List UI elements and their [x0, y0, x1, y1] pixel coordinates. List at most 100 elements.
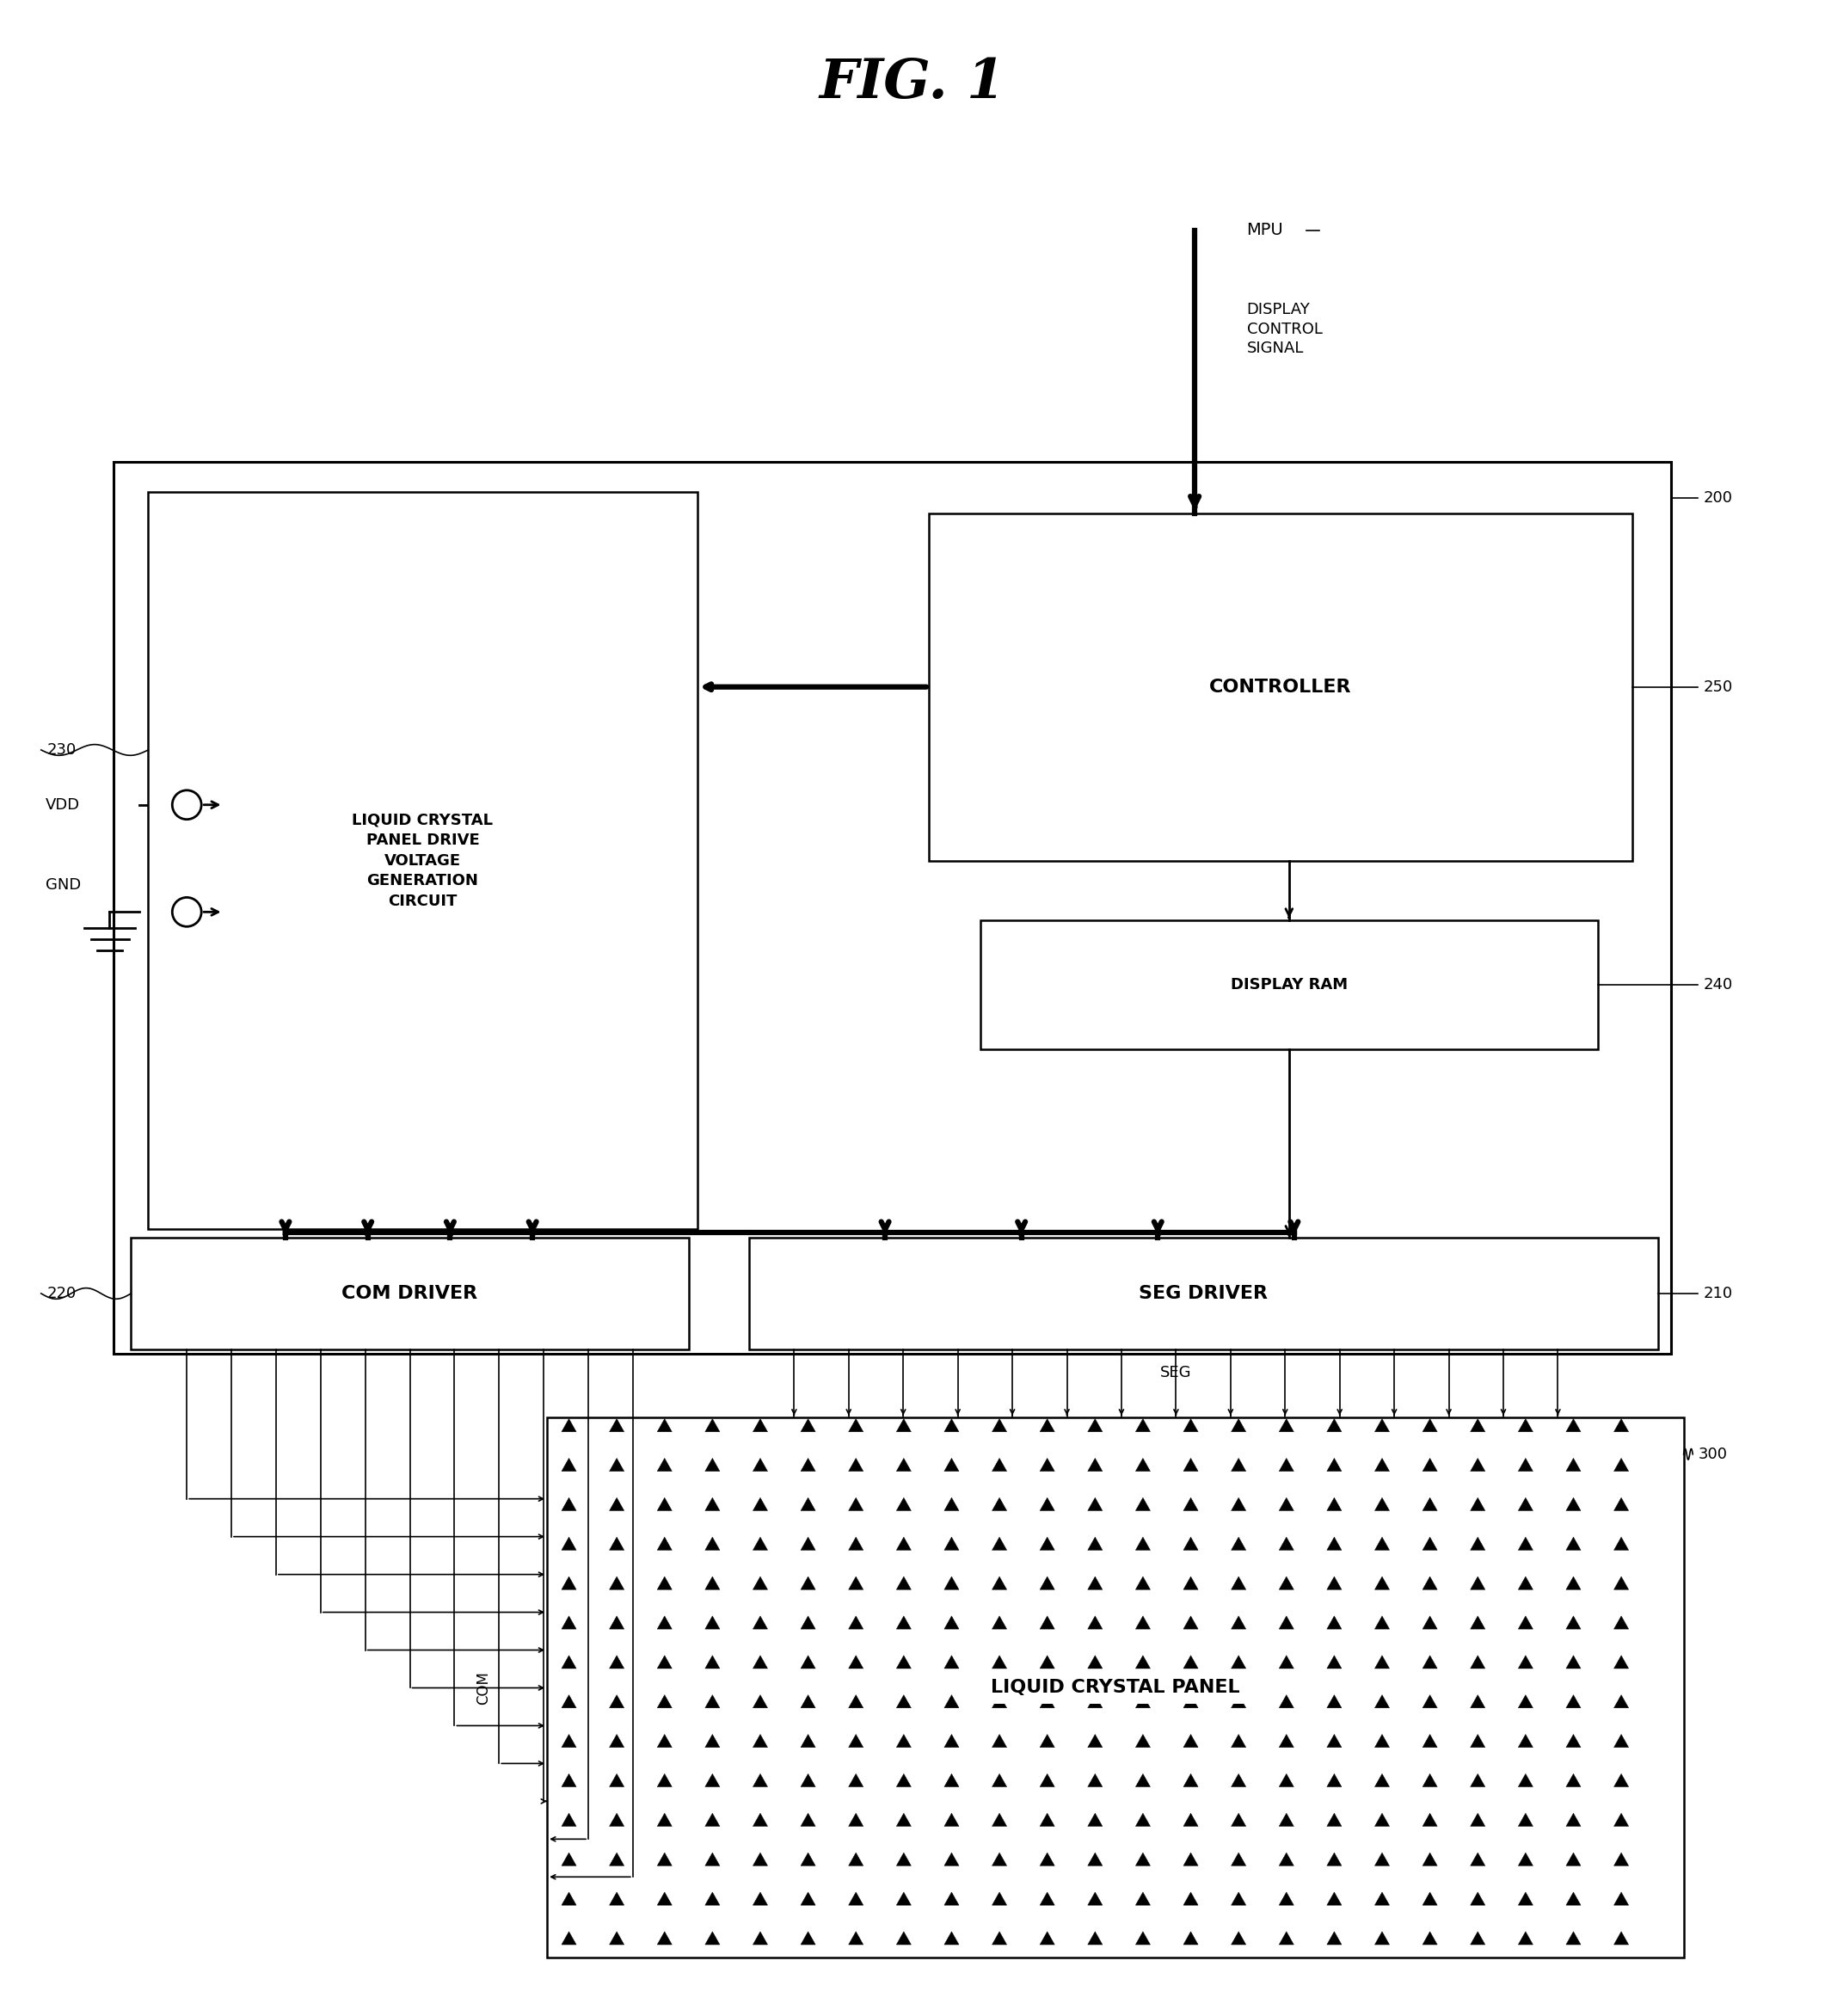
Polygon shape [610, 1577, 624, 1589]
Bar [748, 1238, 1657, 1349]
Polygon shape [754, 1655, 768, 1669]
Polygon shape [1040, 1419, 1055, 1431]
Polygon shape [1566, 1655, 1580, 1669]
Polygon shape [1566, 1617, 1580, 1629]
Polygon shape [1613, 1536, 1628, 1550]
Polygon shape [1135, 1931, 1150, 1945]
Polygon shape [1135, 1812, 1150, 1826]
Polygon shape [1566, 1577, 1580, 1589]
Polygon shape [1232, 1812, 1246, 1826]
Polygon shape [801, 1853, 816, 1865]
Polygon shape [1374, 1812, 1389, 1826]
Polygon shape [801, 1617, 816, 1629]
Polygon shape [1471, 1812, 1486, 1826]
Polygon shape [562, 1458, 577, 1472]
Polygon shape [801, 1812, 816, 1826]
Polygon shape [1422, 1577, 1438, 1589]
Polygon shape [993, 1812, 1007, 1826]
Polygon shape [849, 1498, 863, 1510]
Polygon shape [1088, 1655, 1102, 1669]
Polygon shape [896, 1893, 911, 1905]
Polygon shape [754, 1774, 768, 1786]
Polygon shape [1613, 1419, 1628, 1431]
Polygon shape [1040, 1498, 1055, 1510]
Polygon shape [1374, 1893, 1389, 1905]
Polygon shape [1518, 1458, 1533, 1472]
Polygon shape [1327, 1577, 1341, 1589]
Polygon shape [1566, 1536, 1580, 1550]
Polygon shape [1135, 1536, 1150, 1550]
Text: 230: 230 [47, 742, 77, 758]
Polygon shape [657, 1577, 672, 1589]
Polygon shape [1232, 1498, 1246, 1510]
Polygon shape [657, 1812, 672, 1826]
Polygon shape [1135, 1695, 1150, 1708]
Text: 210: 210 [1703, 1286, 1734, 1300]
Polygon shape [610, 1536, 624, 1550]
Polygon shape [896, 1458, 911, 1472]
Polygon shape [1183, 1853, 1199, 1865]
Polygon shape [1040, 1734, 1055, 1748]
Polygon shape [1135, 1774, 1150, 1786]
Bar [113, 462, 1670, 1353]
Polygon shape [1279, 1893, 1294, 1905]
Polygon shape [657, 1774, 672, 1786]
Polygon shape [1471, 1617, 1486, 1629]
Polygon shape [1613, 1931, 1628, 1945]
Text: DISPLAY RAM: DISPLAY RAM [1230, 978, 1347, 992]
Polygon shape [1422, 1893, 1438, 1905]
Polygon shape [754, 1458, 768, 1472]
Polygon shape [1327, 1458, 1341, 1472]
Polygon shape [993, 1577, 1007, 1589]
Polygon shape [1374, 1536, 1389, 1550]
Polygon shape [1518, 1617, 1533, 1629]
Polygon shape [1374, 1419, 1389, 1431]
Polygon shape [1422, 1458, 1438, 1472]
Polygon shape [993, 1536, 1007, 1550]
Polygon shape [993, 1458, 1007, 1472]
Polygon shape [1279, 1853, 1294, 1865]
Polygon shape [1518, 1577, 1533, 1589]
Polygon shape [1518, 1931, 1533, 1945]
Polygon shape [1040, 1617, 1055, 1629]
Polygon shape [562, 1577, 577, 1589]
Polygon shape [1040, 1695, 1055, 1708]
Polygon shape [849, 1655, 863, 1669]
Polygon shape [610, 1774, 624, 1786]
Polygon shape [1183, 1655, 1199, 1669]
Polygon shape [1088, 1419, 1102, 1431]
Text: CONTROLLER: CONTROLLER [1210, 677, 1352, 696]
Polygon shape [993, 1419, 1007, 1431]
Polygon shape [1422, 1931, 1438, 1945]
Polygon shape [562, 1419, 577, 1431]
Polygon shape [657, 1734, 672, 1748]
Polygon shape [1279, 1774, 1294, 1786]
Polygon shape [657, 1617, 672, 1629]
Polygon shape [1566, 1893, 1580, 1905]
Polygon shape [944, 1734, 958, 1748]
Polygon shape [1088, 1536, 1102, 1550]
Polygon shape [801, 1536, 816, 1550]
Bar [148, 492, 697, 1230]
Polygon shape [1088, 1734, 1102, 1748]
Text: 200: 200 [1703, 490, 1732, 506]
Polygon shape [1279, 1734, 1294, 1748]
Polygon shape [1135, 1419, 1150, 1431]
Text: DISPLAY
CONTROL
SIGNAL: DISPLAY CONTROL SIGNAL [1246, 302, 1323, 355]
Polygon shape [896, 1812, 911, 1826]
Polygon shape [1613, 1655, 1628, 1669]
Polygon shape [1422, 1812, 1438, 1826]
Circle shape [172, 790, 201, 818]
Polygon shape [896, 1419, 911, 1431]
Polygon shape [657, 1931, 672, 1945]
Polygon shape [754, 1893, 768, 1905]
Polygon shape [1374, 1458, 1389, 1472]
Polygon shape [1183, 1893, 1199, 1905]
Polygon shape [1471, 1458, 1486, 1472]
Polygon shape [849, 1893, 863, 1905]
Polygon shape [1088, 1931, 1102, 1945]
Polygon shape [944, 1774, 958, 1786]
Polygon shape [849, 1734, 863, 1748]
Polygon shape [562, 1617, 577, 1629]
Polygon shape [610, 1812, 624, 1826]
